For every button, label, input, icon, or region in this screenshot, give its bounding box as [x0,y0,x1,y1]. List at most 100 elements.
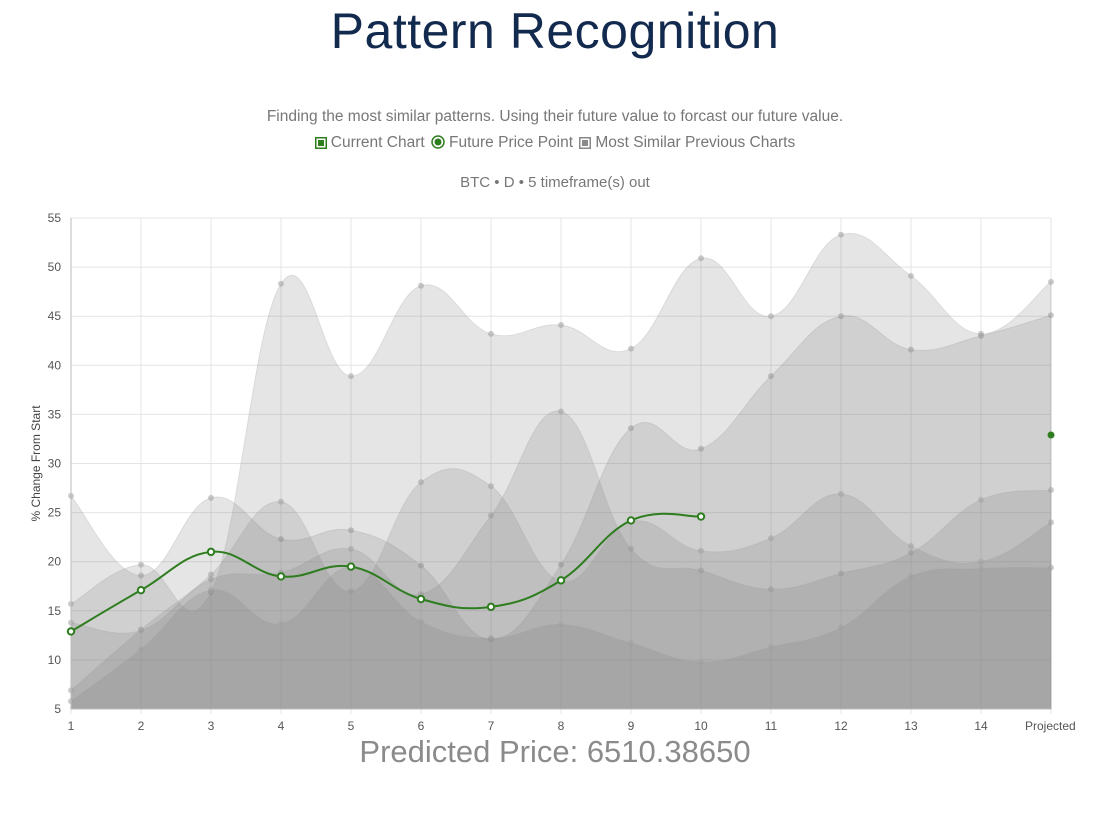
y-axis-title: % Change From Start [29,405,43,522]
y-tick-label: 5 [54,702,61,716]
similar-chart-point [628,640,634,647]
similar-chart-point [418,479,424,486]
similar-chart-point [978,496,984,503]
similar-chart-point [558,322,564,329]
similar-chart-point [348,588,354,595]
similar-chart-point [278,498,284,505]
similar-chart-point [208,494,214,501]
similar-chart-point [558,621,564,628]
similar-chart-point [138,561,144,568]
similar-chart-point [698,567,704,574]
similar-chart-point [1048,312,1054,319]
legend-item-similar-charts[interactable]: Most Similar Previous Charts [579,134,795,152]
similar-chart-point [838,490,844,497]
x-tick-label: 14 [974,719,988,733]
current-chart-point [486,602,496,612]
x-tick-label: 8 [558,719,565,733]
similar-chart-point [768,586,774,593]
y-tick-label: 15 [48,604,62,618]
x-tick-label: Projected [1025,719,1076,733]
similar-chart-point [838,231,844,238]
y-tick-label: 50 [48,260,62,274]
similar-chart-point [1048,487,1054,494]
x-tick-label: 5 [348,719,355,733]
similar-chart-point [278,280,284,287]
legend-item-current-chart[interactable]: Current Chart [314,134,425,152]
similar-chart-point [348,545,354,552]
similar-chart-area [70,468,1052,710]
similar-chart-point [628,545,634,552]
y-tick-label: 10 [48,653,62,667]
similar-chart-point [1048,564,1054,571]
similar-chart-point [348,527,354,534]
current-chart-point [696,512,706,521]
similar-chart-point [208,576,214,583]
similar-chart-point [698,547,704,554]
similar-chart-point [208,571,214,578]
filled-square-green-icon [314,137,327,149]
x-tick-label: 3 [208,719,215,733]
current-chart-point [346,562,356,571]
similar-chart-point [838,624,844,631]
x-tick-label: 4 [278,719,285,733]
x-tick-label: 7 [488,719,495,733]
similar-chart-point [208,587,214,594]
similar-chart-point [628,345,634,352]
chart-info: BTC • D • 5 timeframe(s) out [460,174,650,191]
similar-chart-point [1048,519,1054,526]
similar-chart-point [768,313,774,320]
page-title: Pattern Recognition [330,3,780,59]
current-chart-point [556,576,566,585]
similar-chart-point [838,313,844,320]
similar-chart-point [348,373,354,380]
similar-chart-area [70,232,1052,710]
similar-chart-point [768,373,774,380]
similar-chart-point [768,535,774,542]
x-tick-label: 1 [68,719,75,733]
similar-chart-point [278,620,284,627]
y-tick-label: 35 [48,407,62,421]
y-tick-label: 40 [48,358,62,372]
legend-label: Most Similar Previous Charts [595,134,796,151]
x-tick-label: 13 [904,719,918,733]
current-chart-point [276,572,286,581]
legend-item-future-price-point[interactable]: Future Price Point [431,134,573,152]
legend-label: Current Chart [330,134,425,151]
current-chart-line [70,512,702,633]
y-tick-label: 30 [48,457,62,471]
similar-chart-point [768,644,774,651]
similar-chart-point [908,346,914,353]
current-chart-point [66,627,76,636]
y-tick-label: 20 [48,555,62,569]
legend-label: Future Price Point [449,134,574,151]
similar-chart-point [418,562,424,569]
similar-chart-point [488,635,494,642]
filled-circle-green-icon [431,135,445,149]
similar-chart-point [908,573,914,580]
similar-chart-point [488,483,494,490]
x-tick-label: 6 [418,719,425,733]
similar-chart-point [698,255,704,262]
x-tick-label: 11 [765,719,778,733]
chart-legend: Current Chart Future Price Point Most Si… [0,134,1110,152]
filled-square-gray-icon [579,137,592,149]
similar-chart-point [978,565,984,572]
similar-chart-point [698,445,704,452]
similar-chart-point [698,658,704,665]
similar-chart-point [628,425,634,432]
similar-chart-point [488,512,494,519]
similar-chart-point [488,330,494,337]
similar-chart-point [908,549,914,556]
x-tick-label: 9 [628,719,635,733]
similar-chart-point [278,536,284,543]
page-subtitle: Finding the most similar patterns. Using… [266,108,844,125]
similar-chart-point [978,558,984,565]
similar-chart-point [558,408,564,415]
similar-chart-area [70,566,1052,710]
similar-chart-point [418,282,424,289]
similar-chart-point [978,330,984,337]
similar-chart-point [418,618,424,625]
current-chart-point [416,594,426,604]
similar-chart-point [908,272,914,279]
